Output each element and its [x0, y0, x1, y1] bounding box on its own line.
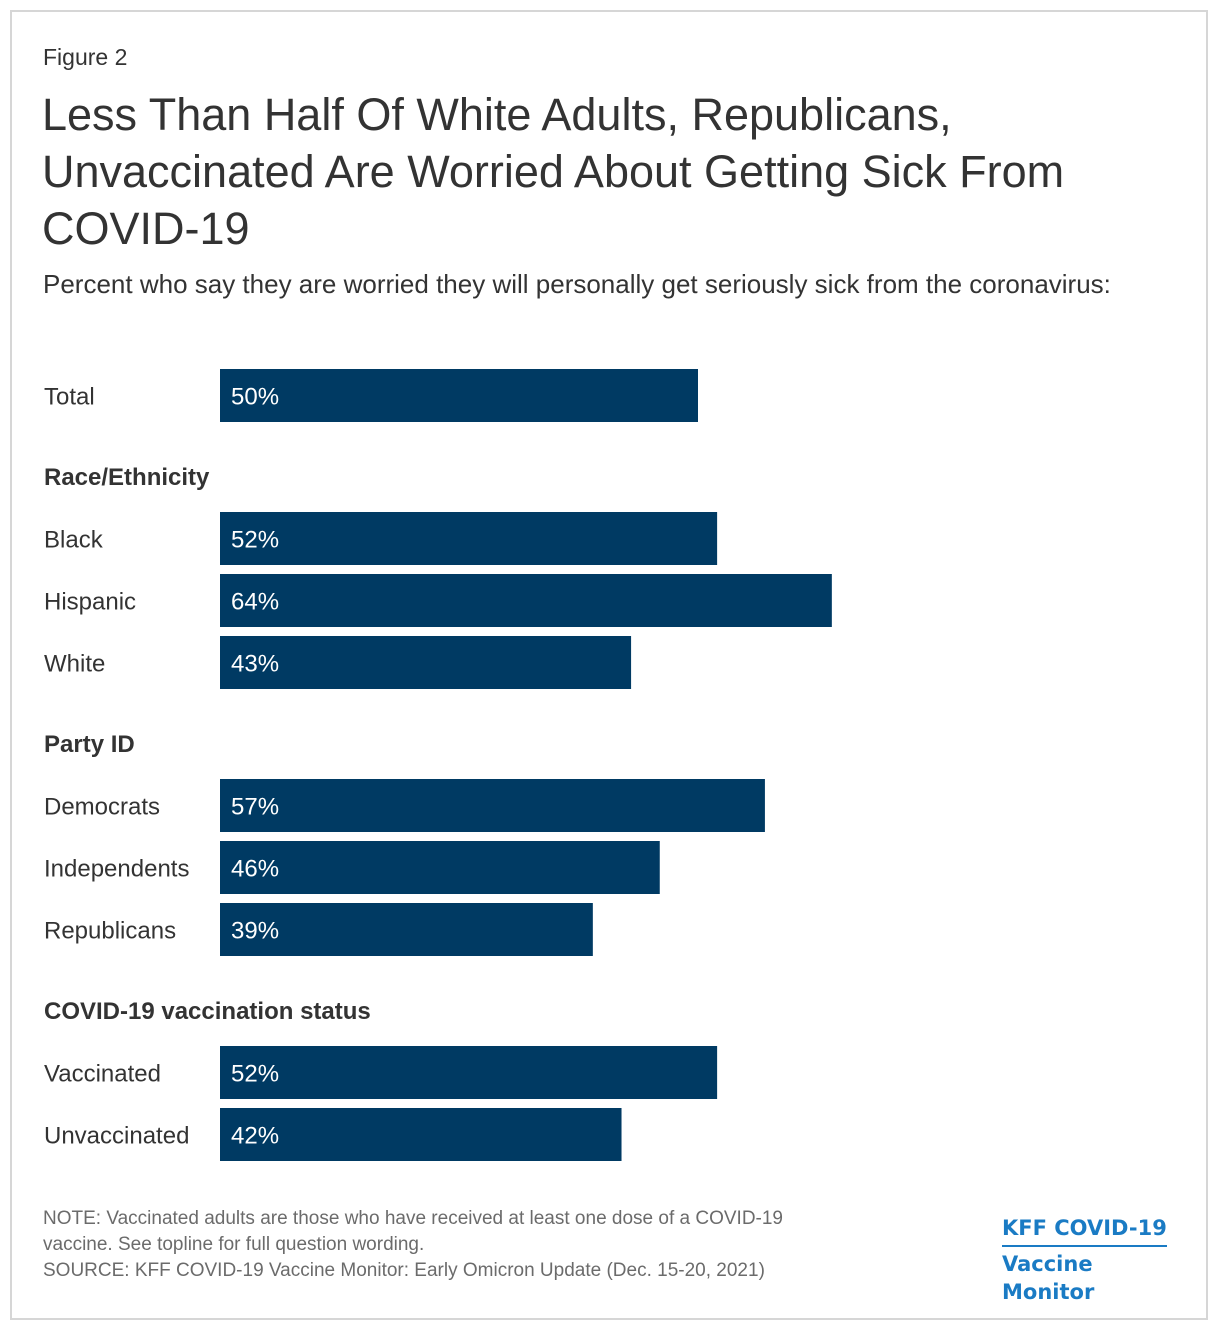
bar-democrats	[220, 779, 765, 832]
group-heading: Race/Ethnicity	[44, 464, 210, 491]
group-heading: Party ID	[44, 731, 135, 758]
bar-independents	[220, 841, 660, 894]
category-label-black: Black	[44, 527, 104, 554]
note-line-1: NOTE: Vaccinated adults are those who ha…	[43, 1208, 783, 1229]
bar-hispanic	[220, 574, 832, 627]
category-label-total: Total	[44, 384, 95, 411]
group-heading: COVID-19 vaccination status	[44, 998, 371, 1025]
figure-frame	[10, 10, 1208, 1320]
category-label-independents: Independents	[44, 856, 189, 883]
value-label-democrats: 57%	[231, 794, 279, 821]
category-label-republicans: Republicans	[44, 918, 176, 945]
source-line: SOURCE: KFF COVID-19 Vaccine Monitor: Ea…	[43, 1260, 765, 1281]
value-label-total: 50%	[231, 384, 279, 411]
value-label-black: 52%	[231, 527, 279, 554]
value-label-vaccinated: 52%	[231, 1061, 279, 1088]
value-label-unvaccinated: 42%	[231, 1123, 279, 1150]
bar-vaccinated	[220, 1046, 718, 1099]
value-label-republicans: 39%	[231, 918, 279, 945]
bar-total	[220, 369, 698, 422]
chart-subtitle: Percent who say they are worried they wi…	[43, 269, 1111, 299]
value-label-hispanic: 64%	[231, 589, 279, 616]
category-label-vaccinated: Vaccinated	[44, 1061, 161, 1088]
value-label-white: 43%	[231, 651, 279, 678]
bar-unvaccinated	[220, 1108, 622, 1161]
category-label-hispanic: Hispanic	[44, 589, 136, 616]
value-label-independents: 46%	[231, 856, 279, 883]
bar-chart: Total 50% Race/Ethnicity Black 52% Hispanic 64…	[44, 369, 832, 1161]
chart-notes: NOTE: Vaccinated adults are those who ha…	[43, 1206, 943, 1284]
bar-republicans	[220, 903, 593, 956]
category-label-unvaccinated: Unvaccinated	[44, 1123, 189, 1150]
figure-label: Figure 2	[43, 44, 128, 70]
category-label-democrats: Democrats	[44, 794, 160, 821]
category-label-white: White	[44, 651, 105, 678]
bar-white	[220, 636, 632, 689]
kff-logo: KFF COVID-19 Vaccine Monitor	[1002, 1214, 1178, 1306]
bar-black	[220, 512, 718, 565]
logo-line-2: Vaccine Monitor	[1002, 1252, 1095, 1304]
note-line-2: vaccine. See topline for full question w…	[43, 1234, 425, 1255]
chart-title: Less Than Half Of White Adults, Republic…	[42, 89, 1065, 254]
logo-line-1: KFF COVID-19	[1002, 1214, 1167, 1247]
